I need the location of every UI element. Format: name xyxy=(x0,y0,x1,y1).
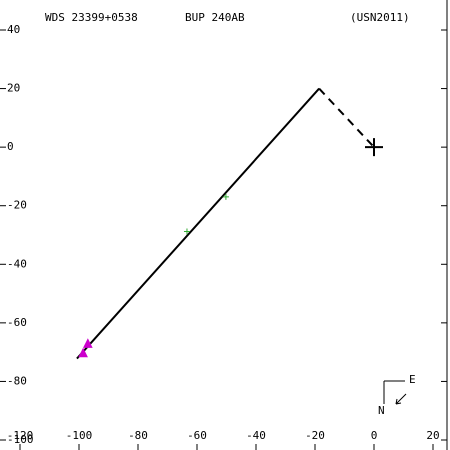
y-tick-label: -80 xyxy=(7,374,27,387)
y-tick-label: -40 xyxy=(7,257,27,270)
y-tick-label: -100 xyxy=(7,433,34,446)
x-tick-label: -120 xyxy=(7,429,34,442)
compass-label: N xyxy=(378,404,385,417)
point xyxy=(222,193,229,200)
x-tick-label: 20 xyxy=(426,429,439,442)
x-tick-label: -60 xyxy=(187,429,207,442)
x-tick-label: -100 xyxy=(66,429,93,442)
y-tick-label: -60 xyxy=(7,316,27,329)
compass-label: E xyxy=(409,373,416,386)
chart-title: WDS 23399+0538 xyxy=(45,11,138,24)
y-tick-label: 20 xyxy=(7,82,20,95)
y-tick-label: 0 xyxy=(7,140,14,153)
compass-arrow xyxy=(395,398,402,405)
chart-title: BUP 240AB xyxy=(185,11,245,24)
x-tick-label: 0 xyxy=(371,429,378,442)
x-tick-label: -40 xyxy=(246,429,266,442)
point xyxy=(365,138,383,157)
orbit-line xyxy=(318,87,375,148)
x-tick-label: -80 xyxy=(128,429,148,442)
orbit-line xyxy=(76,87,320,360)
y-tick-label: -20 xyxy=(7,199,27,212)
chart-title: (USN2011) xyxy=(350,11,410,24)
compass-arrow xyxy=(395,393,407,405)
y-tick-label: 40 xyxy=(7,23,20,36)
point xyxy=(83,338,93,348)
x-tick-label: -20 xyxy=(305,429,325,442)
point xyxy=(78,347,88,358)
point xyxy=(183,228,190,235)
